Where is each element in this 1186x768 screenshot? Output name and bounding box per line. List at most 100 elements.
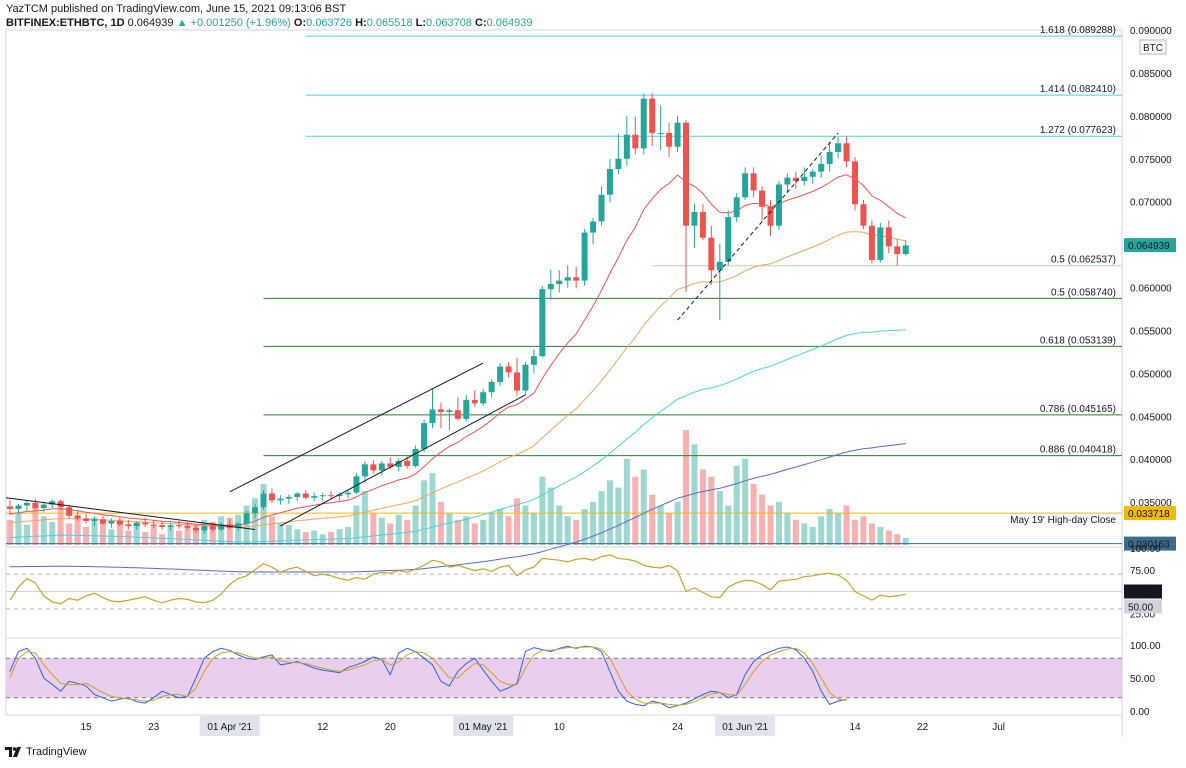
candle-body bbox=[606, 169, 613, 195]
volume-bar bbox=[7, 519, 13, 545]
volume-bar bbox=[277, 523, 284, 545]
candle-body bbox=[699, 211, 706, 238]
volume-bar bbox=[623, 458, 630, 545]
fib-level-label: 1.414 (0.082410) bbox=[1040, 84, 1116, 95]
candle-body bbox=[302, 493, 309, 498]
volume-bar bbox=[23, 524, 30, 545]
volume-bar bbox=[784, 512, 791, 545]
candle-body bbox=[818, 163, 825, 172]
rsi-value-tag-text: 50.00 bbox=[1128, 603, 1153, 614]
support-price-tag-text: 0.033718 bbox=[1128, 509, 1170, 520]
candle-body bbox=[590, 221, 597, 233]
volume-bar bbox=[792, 519, 799, 545]
candle-body bbox=[556, 280, 563, 285]
fib-level-label: 0.618 (0.053139) bbox=[1040, 335, 1116, 346]
volume-bar bbox=[581, 509, 588, 545]
volume-bar bbox=[192, 524, 199, 545]
candle-body bbox=[243, 513, 250, 524]
volume-bar bbox=[302, 532, 309, 545]
volume-bar bbox=[463, 516, 470, 545]
candle-body bbox=[894, 246, 901, 255]
volume-bar bbox=[353, 505, 360, 545]
time-axis-highlight bbox=[453, 716, 514, 736]
volume-bar bbox=[522, 505, 529, 545]
volume-bar bbox=[133, 523, 140, 545]
volume-bar bbox=[395, 514, 402, 545]
volume-bar bbox=[505, 516, 512, 545]
candle-body bbox=[57, 501, 64, 508]
candle-body bbox=[691, 211, 698, 226]
price-change: +0.001250 (+1.96%) bbox=[190, 17, 291, 29]
price-tick-label: 0.050000 bbox=[1130, 369, 1172, 380]
volume-bar bbox=[683, 430, 689, 545]
stoch-tick-label: 100.00 bbox=[1130, 641, 1161, 652]
price-tick-label: 0.045000 bbox=[1130, 412, 1172, 423]
candle-body bbox=[412, 448, 419, 467]
candle-body bbox=[429, 409, 436, 424]
volume-bar bbox=[818, 516, 825, 545]
candle-body bbox=[868, 225, 875, 261]
candle-body bbox=[91, 519, 98, 521]
channel-lower-line bbox=[280, 394, 526, 527]
volume-bar bbox=[826, 509, 833, 545]
candle-body bbox=[260, 493, 267, 508]
candle-body bbox=[708, 237, 715, 271]
volume-bar bbox=[108, 529, 115, 545]
volume-bar bbox=[674, 501, 681, 545]
candle-body bbox=[649, 98, 656, 133]
high-value: 0.065518 bbox=[366, 17, 413, 29]
time-axis-highlight bbox=[199, 716, 260, 736]
downtrend-line bbox=[5, 497, 256, 531]
candle-body bbox=[378, 463, 385, 471]
candle-body bbox=[74, 515, 81, 519]
currency-badge bbox=[1139, 39, 1167, 55]
last-price-tag bbox=[1124, 238, 1176, 253]
volume-bar bbox=[615, 487, 622, 545]
volume-bar bbox=[657, 505, 664, 545]
candle-body bbox=[463, 399, 470, 419]
candle-body bbox=[319, 495, 326, 497]
time-axis-highlight bbox=[715, 716, 776, 736]
candle-body bbox=[674, 122, 681, 147]
chart-frame bbox=[5, 29, 1123, 716]
candle-body bbox=[564, 277, 571, 281]
volume-bar bbox=[91, 517, 98, 545]
up-arrow-icon: ▲ bbox=[176, 17, 188, 29]
volume-bar bbox=[226, 517, 233, 545]
volume-bar bbox=[412, 505, 419, 545]
time-tick-label: 23 bbox=[148, 722, 160, 733]
fib-level-label: 0.5 (0.062537) bbox=[1051, 255, 1116, 266]
volume-bar bbox=[564, 516, 571, 545]
volume-bar bbox=[285, 524, 292, 545]
rsi-tick-label: 25.00 bbox=[1130, 609, 1155, 620]
candle-body bbox=[852, 161, 858, 205]
volume-bar bbox=[598, 491, 605, 545]
volume-bar bbox=[116, 519, 123, 545]
volume-bar bbox=[471, 523, 478, 545]
chart-header: YazTCM published on TradingView.com, Jun… bbox=[6, 2, 533, 30]
volume-bar bbox=[184, 523, 191, 545]
moving-average-line bbox=[9, 329, 906, 543]
volume-bar bbox=[480, 519, 487, 545]
volume-bar bbox=[885, 530, 892, 545]
price-tick-label: 0.070000 bbox=[1130, 198, 1172, 209]
volume-bar bbox=[530, 512, 537, 545]
candle-body bbox=[480, 392, 487, 404]
candle-body bbox=[150, 524, 157, 526]
volume-bar bbox=[868, 523, 875, 545]
publisher-line: YazTCM published on TradingView.com, Jun… bbox=[6, 3, 347, 15]
time-tick-label: 20 bbox=[385, 722, 397, 733]
candle-body bbox=[395, 460, 402, 467]
candle-body bbox=[505, 366, 512, 373]
candle-body bbox=[539, 289, 546, 357]
candle-body bbox=[497, 366, 504, 382]
candle-body bbox=[885, 227, 892, 247]
symbol-label[interactable]: BITFINEX:ETHBTC, 1D bbox=[6, 17, 125, 29]
volume-bar bbox=[573, 519, 580, 545]
last-price-tag-text: 0.064939 bbox=[1128, 241, 1170, 252]
candle-body bbox=[573, 277, 580, 281]
price-tick-label: 0.040000 bbox=[1130, 455, 1172, 466]
volume-bar bbox=[268, 516, 275, 545]
tradingview-footer[interactable]: TradingView bbox=[4, 745, 87, 759]
